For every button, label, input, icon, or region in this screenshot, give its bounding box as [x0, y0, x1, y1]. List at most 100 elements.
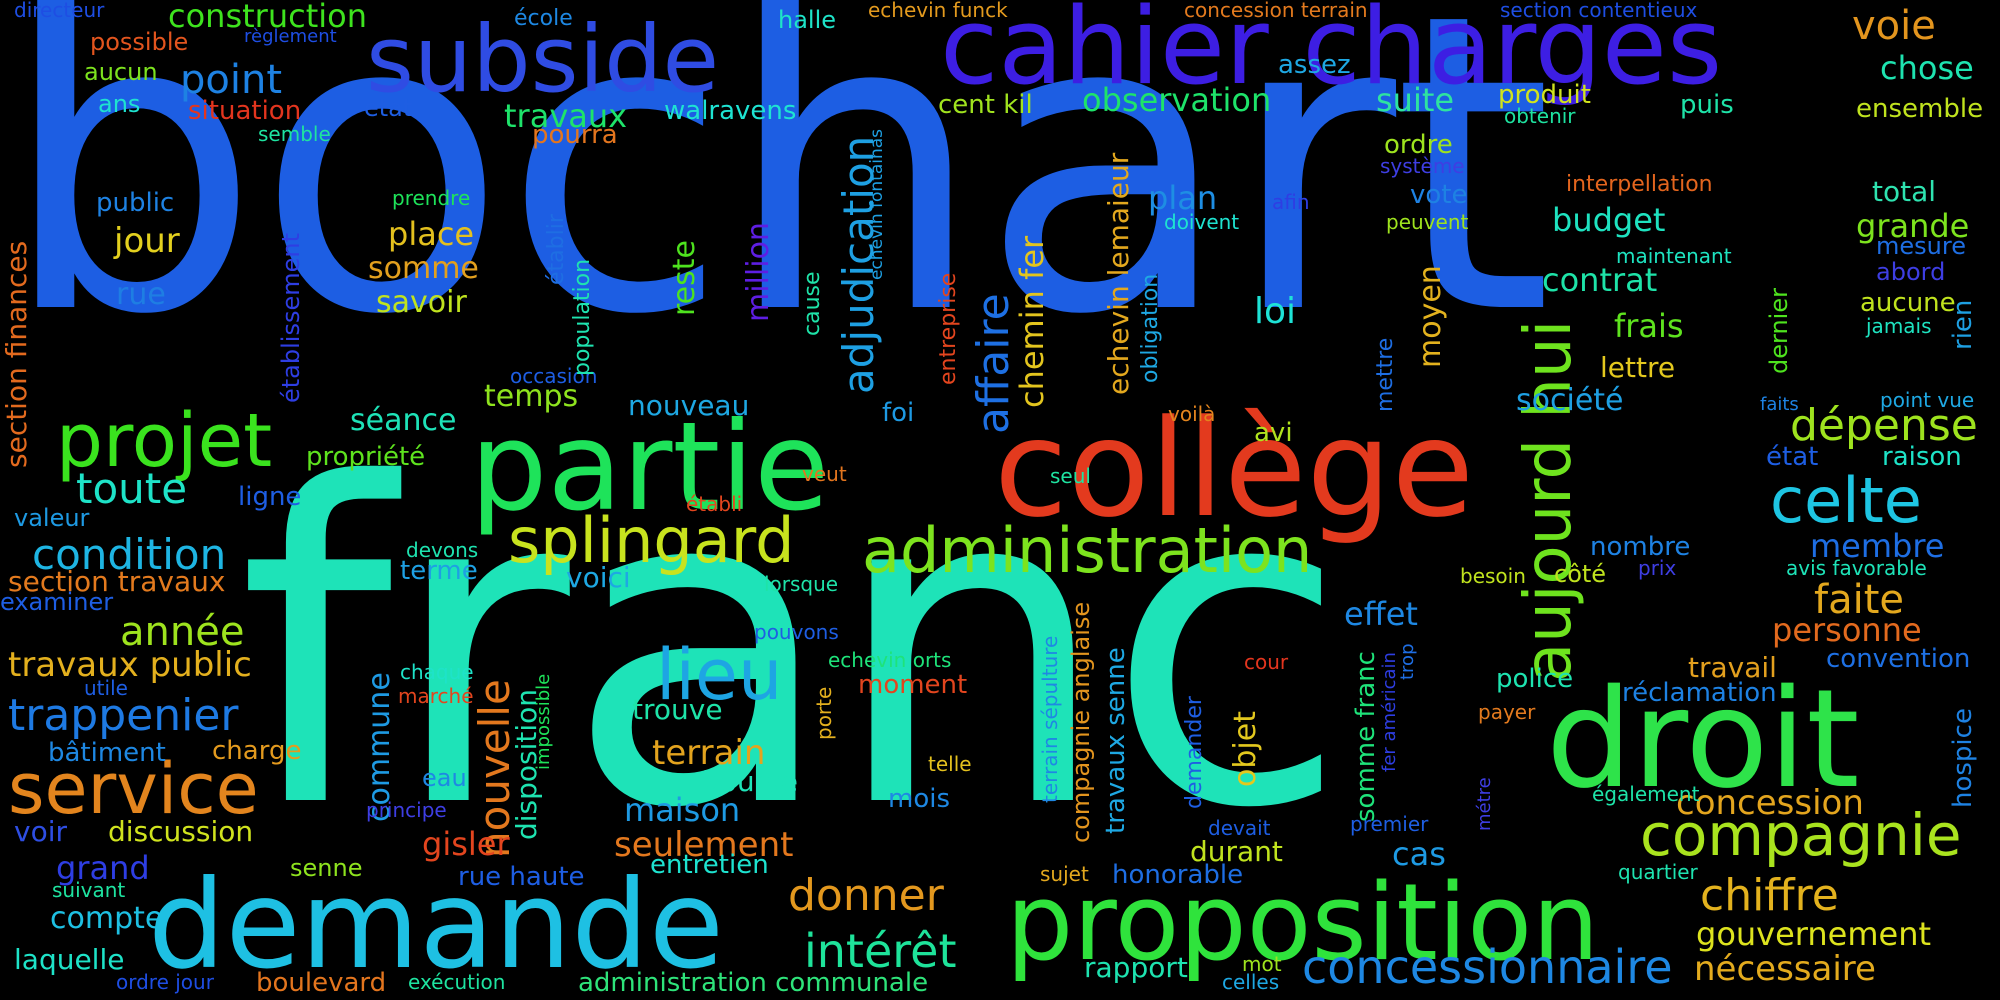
word-charge: charge	[212, 736, 302, 766]
word-public: public	[96, 188, 175, 218]
word-boulevard: boulevard	[256, 968, 387, 998]
word-ordre-jour: ordre jour	[116, 970, 214, 994]
word-eau: eau	[422, 764, 467, 792]
word-assez: assez	[1278, 50, 1351, 80]
word-obligation: obligation	[1138, 273, 1163, 383]
word-million: million	[741, 222, 776, 322]
word-frais: frais	[1614, 307, 1684, 345]
word-rien: rien	[1948, 299, 1978, 350]
word-nombre: nombre	[1590, 532, 1691, 562]
word-chose: chose	[1880, 49, 1974, 87]
word-splingard: splingard	[508, 504, 795, 577]
word-propriete: propriété	[306, 442, 426, 472]
word-societe: société	[1516, 383, 1624, 418]
word-echevin-lemaieur: echevin lemaieur	[1102, 152, 1135, 395]
word-prendre: prendre	[392, 186, 471, 210]
word-avi: avi	[1254, 418, 1293, 448]
word-maintenant: maintenant	[1616, 244, 1732, 268]
word-halle: halle	[778, 6, 837, 34]
word-avis-favorable: avis favorable	[1786, 556, 1927, 580]
word-loi: loi	[1254, 291, 1297, 332]
word-systeme: système	[1380, 154, 1465, 178]
word-interpellation: interpellation	[1566, 172, 1713, 197]
word-echevin-fontainas: echevin fontainas	[867, 128, 887, 280]
word-marche: marché	[398, 684, 474, 708]
word-administration: administration	[862, 514, 1313, 587]
word-section-travaux: section travaux	[8, 565, 226, 598]
word-echevin-orts: echevin orts	[828, 648, 952, 672]
word-seance: séance	[350, 403, 457, 438]
word-foi: foi	[882, 398, 915, 428]
word-somme: somme	[368, 251, 479, 286]
word-utile: utile	[84, 676, 128, 700]
word-puis: puis	[1680, 90, 1734, 120]
word-cas: cas	[1392, 835, 1446, 873]
word-compte: compte	[50, 901, 164, 936]
word-celte: celte	[1770, 464, 1922, 537]
word-vote: vote	[1410, 180, 1468, 210]
word-trop: trop	[1397, 643, 1418, 680]
word-trappenier: trappenier	[8, 690, 239, 741]
word-temps: temps	[484, 379, 579, 414]
word-walravens: walravens	[664, 96, 797, 126]
word-rapport: rapport	[1084, 951, 1188, 984]
word-hospice: hospice	[1948, 708, 1978, 808]
word-devait: devait	[1208, 816, 1271, 840]
word-subside: subside	[366, 6, 720, 113]
word-travail: travail	[1688, 651, 1777, 684]
word-concession: concession	[1676, 783, 1864, 823]
word-plan: plan	[1148, 179, 1218, 217]
word-principe: principe	[366, 798, 447, 822]
word-franc: franc	[238, 392, 1348, 904]
word-police: police	[1496, 664, 1574, 694]
word-commune: commune	[362, 672, 397, 822]
word-entretien: entretien	[650, 850, 769, 880]
word-population: population	[570, 258, 595, 376]
word-pourra: pourra	[532, 120, 618, 150]
word-concessionnaire: concessionnaire	[1302, 940, 1673, 994]
word-total: total	[1872, 175, 1937, 208]
word-toute: toute	[76, 464, 188, 513]
word-terme: terme	[400, 556, 478, 586]
word-examiner: examiner	[0, 588, 114, 616]
word-moyen: moyen	[1413, 265, 1448, 368]
word-partie: partie	[470, 396, 830, 538]
word-mettre: mettre	[1373, 337, 1398, 412]
word-grande: grande	[1856, 207, 1970, 245]
word-dernier: dernier	[1765, 288, 1793, 374]
word-bourse: bourse	[702, 765, 798, 798]
word-contrat: contrat	[1542, 261, 1658, 299]
word-etabli: établi	[686, 492, 743, 516]
word-sujet: sujet	[1040, 862, 1089, 886]
word-section-contentieux: section contentieux	[1500, 0, 1698, 22]
word-lieu: lieu	[656, 634, 783, 716]
word-construction: construction	[168, 0, 367, 35]
word-travaux-public: travaux public	[8, 645, 252, 685]
word-seul: seul	[1050, 464, 1091, 488]
word-execution: exécution	[408, 970, 506, 994]
word-place: place	[388, 215, 475, 253]
word-suivant: suivant	[52, 878, 126, 902]
word-devons: devons	[406, 538, 479, 562]
word-condition: condition	[32, 530, 227, 579]
word-ordre: ordre	[1384, 130, 1453, 160]
word-afin: afin	[1272, 190, 1310, 214]
word-suite: suite	[1376, 81, 1455, 119]
word-etat: etat	[364, 94, 413, 122]
word-reglement: règlement	[244, 26, 337, 47]
word-aucune: aucune	[1860, 288, 1956, 318]
word-telle: telle	[928, 752, 972, 776]
word-etat-2: état	[1766, 442, 1819, 472]
word-faite: faite	[1814, 577, 1904, 623]
word-situation: situation	[188, 96, 302, 126]
word-cahier-charges: cahier charges	[940, 0, 1723, 108]
word-voie: voie	[1852, 3, 1936, 49]
word-quartier: quartier	[1618, 860, 1698, 884]
word-terrain-sepulture: terrain sépulture	[1038, 635, 1062, 803]
word-personne: personne	[1772, 611, 1922, 649]
word-echevin-funck: echevin funck	[868, 0, 1008, 22]
word-premier: premier	[1350, 812, 1429, 836]
word-celles: celles	[1222, 970, 1280, 994]
word-trouve: trouve	[632, 693, 723, 726]
word-compagnie: compagnie	[1640, 801, 1962, 869]
